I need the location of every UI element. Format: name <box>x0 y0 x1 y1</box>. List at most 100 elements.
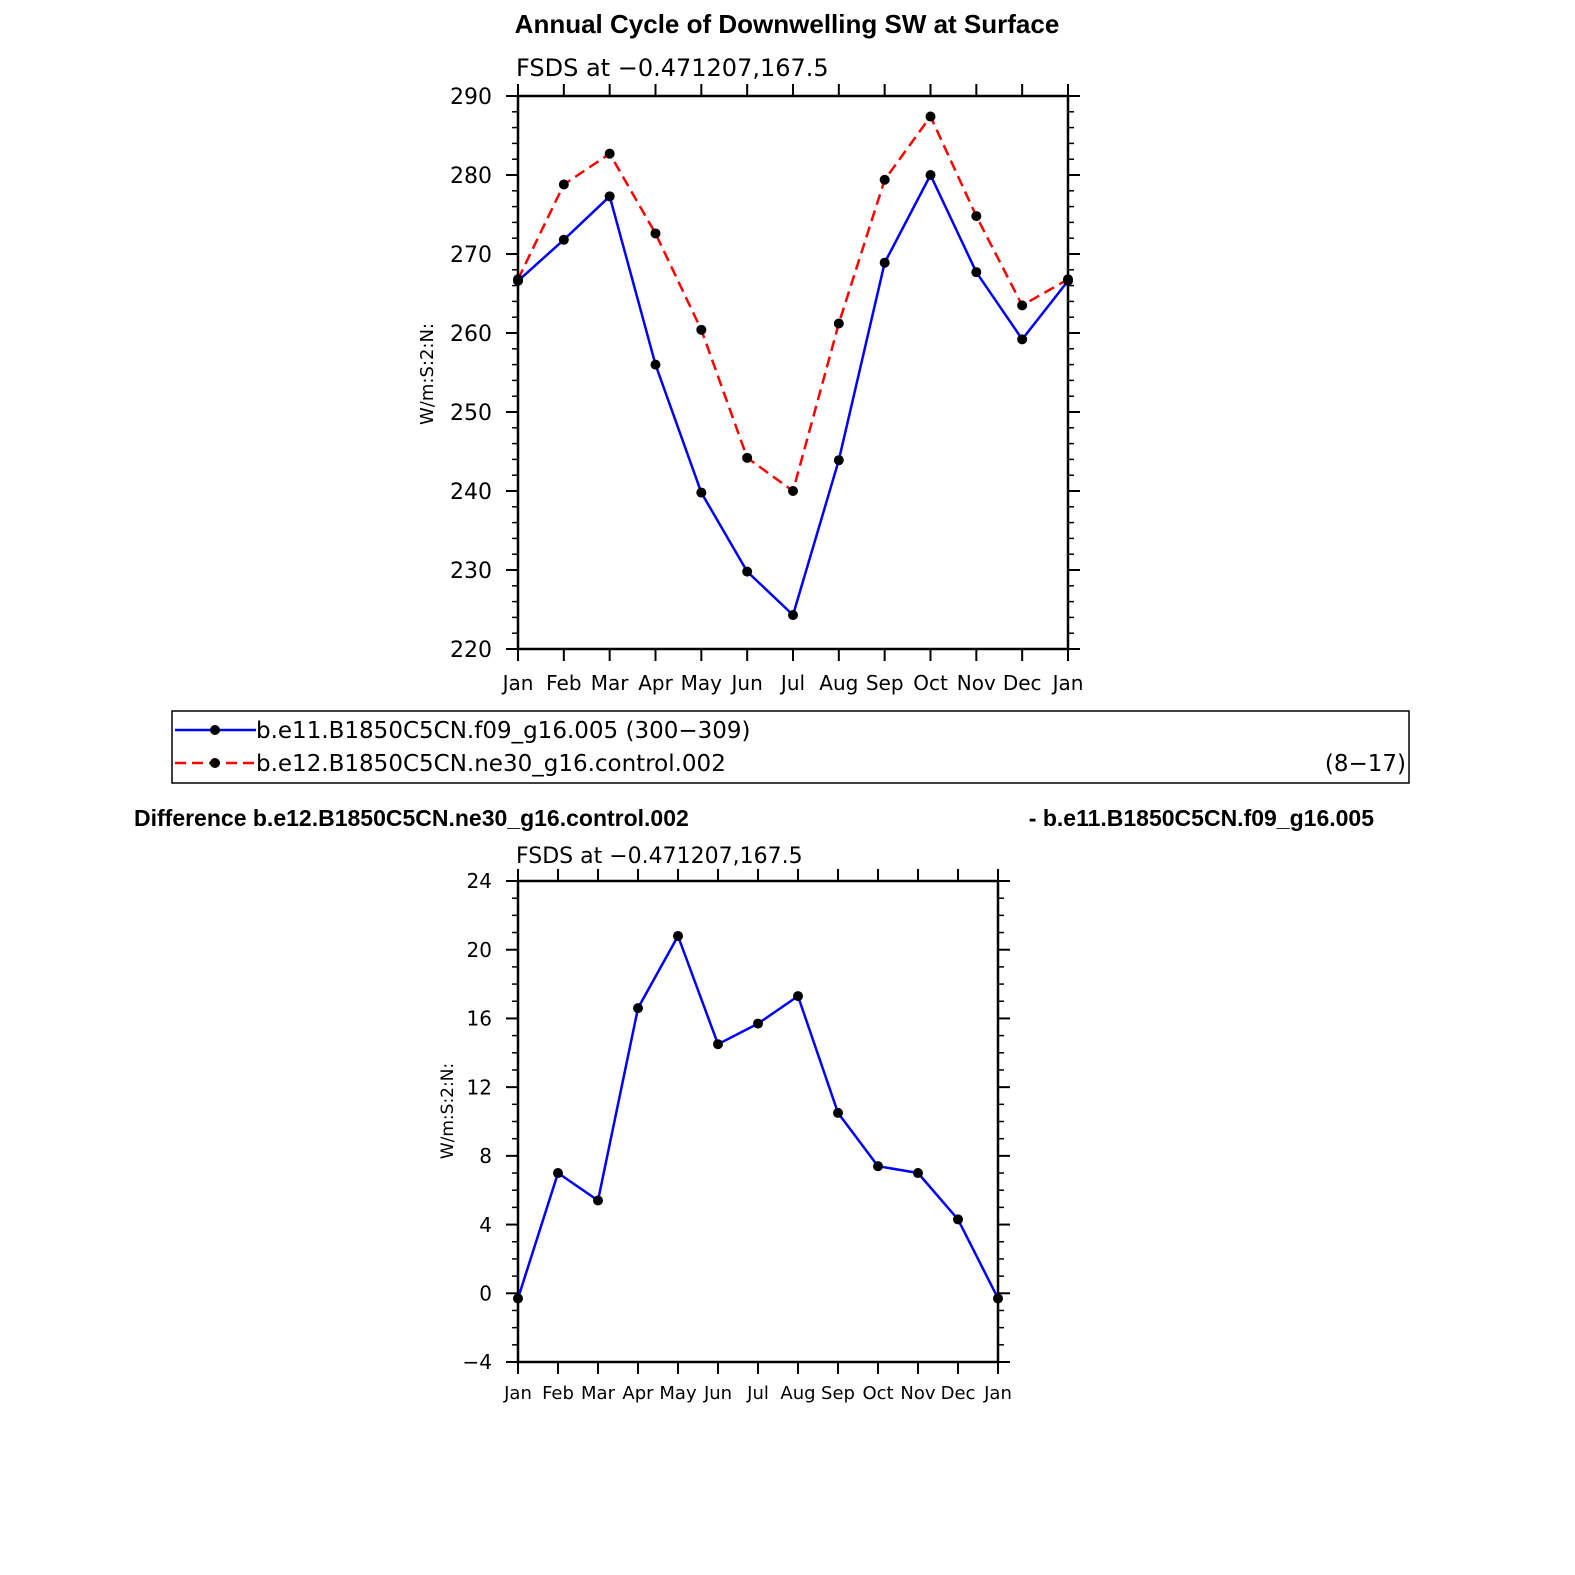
chart-1-ytick-label: 220 <box>450 638 492 663</box>
chart-2-xtick-label: Sep <box>821 1383 855 1404</box>
chart-1-ytick-label: 290 <box>450 85 492 110</box>
chart-1-ylabel: W/m:S:2:N: <box>417 323 438 425</box>
chart-1-series-1-point <box>650 359 661 370</box>
chart-1-series-2-point <box>1017 300 1028 311</box>
chart-2-series-1-point <box>553 1168 563 1179</box>
chart-1-xtick-label: Sep <box>866 671 904 695</box>
chart-2-ytick-label: 12 <box>467 1075 492 1099</box>
chart-2-series-1-point <box>833 1107 843 1118</box>
chart-2-ytick-label: 16 <box>467 1007 492 1031</box>
chart-1-ytick-label: 280 <box>450 164 492 189</box>
chart-1-ytick-label: 230 <box>450 559 492 584</box>
chart-1-ytick-label: 240 <box>450 480 492 505</box>
chart-1-ytick-label: 260 <box>450 322 492 347</box>
legend-suffix-2: (8−17) <box>1325 751 1406 777</box>
chart-1-xtick-label: Jan <box>1051 671 1084 695</box>
chart-1-xtick-label: Feb <box>546 671 581 695</box>
chart-1-ytick-label: 250 <box>450 401 492 426</box>
chart-2-series-1-point <box>673 930 683 941</box>
chart-2-xtick-label: Nov <box>900 1383 935 1404</box>
chart-2-series-1-point <box>513 1293 523 1304</box>
chart-2-ytick-label: 0 <box>479 1281 492 1305</box>
chart-2-series-1-point <box>633 1003 643 1014</box>
chart-2-series-1-point <box>593 1195 603 1206</box>
chart-2-series-1-point <box>993 1293 1003 1304</box>
chart-2-xtick-label: Feb <box>542 1383 574 1404</box>
chart-1-series-1-point <box>558 234 569 245</box>
chart-1-xtick-label: Jun <box>730 671 763 695</box>
chart-1-series-2-point <box>833 318 844 329</box>
chart-1-xtick-label: Oct <box>913 671 948 695</box>
chart-1-xtick-label: Jan <box>501 671 534 695</box>
chart-2-series-1-point <box>913 1168 923 1179</box>
chart-1-series-2-point <box>925 111 936 122</box>
legend-label-2: b.e12.B1850C5CN.ne30_g16.control.002 <box>256 751 726 777</box>
chart-1-xtick-label: Apr <box>638 671 673 695</box>
chart-2-ytick-label: 4 <box>479 1213 492 1237</box>
chart-2-series-1-point <box>793 991 803 1002</box>
chart-2-xtick-label: Apr <box>622 1383 654 1404</box>
legend-marker-2 <box>210 758 220 768</box>
chart-2-xtick-label: Dec <box>941 1383 976 1404</box>
chart-1-frame <box>516 94 1070 651</box>
chart-1-series-1-point <box>604 191 615 202</box>
chart-2-series-1-point <box>753 1018 763 1029</box>
chart-2-subtitle: FSDS at −0.471207,167.5 <box>516 844 803 869</box>
chart-1-ytick-label: 270 <box>450 243 492 268</box>
legend-entry-1: b.e11.B1850C5CN.f09_g16.005 (300−309) <box>175 718 751 744</box>
chart-1-series-1-point <box>696 487 707 498</box>
chart-1-series-2-point <box>1063 274 1073 285</box>
chart-1-xtick-label: May <box>681 671 723 695</box>
chart-2-xtick-label: Jan <box>503 1383 532 1404</box>
chart-2-xtick-label: May <box>659 1383 697 1404</box>
legend-box <box>171 710 1410 784</box>
legend-marker-1 <box>210 725 220 735</box>
chart-2-title-left: Difference b.e12.B1850C5CN.ne30_g16.cont… <box>134 805 689 831</box>
chart-2-ytick-label: 8 <box>479 1144 492 1168</box>
chart-2-xtick-label: Aug <box>780 1383 815 1404</box>
chart-1-xtick-label: Nov <box>957 671 996 695</box>
chart-1-subtitle: FSDS at −0.471207,167.5 <box>516 54 829 82</box>
chart-2-series-1-point <box>953 1214 963 1225</box>
chart-1-series-2-point <box>650 228 661 239</box>
chart-1-title: Annual Cycle of Downwelling SW at Surfac… <box>515 9 1060 39</box>
chart-1-xtick-label: Aug <box>819 671 858 695</box>
chart-2-ytick-label: 20 <box>467 938 492 962</box>
chart-1-series-2-point <box>696 324 707 335</box>
chart-2-xtick-label: Jul <box>746 1383 769 1404</box>
chart-1-xtick-label: Dec <box>1003 671 1042 695</box>
chart-1-series-1-point <box>1017 334 1028 345</box>
chart-1-series-1-point <box>925 170 936 180</box>
chart-2-xtick-label: Jan <box>983 1383 1012 1404</box>
chart-1-series-2-point <box>879 174 890 185</box>
chart-1-xtick-label: Jul <box>779 671 805 695</box>
chart-2-xtick-label: Oct <box>862 1383 893 1404</box>
chart-1-series-2-point <box>604 148 615 159</box>
chart-1-series-2-line <box>516 115 1069 493</box>
chart-2-xtick-label: Mar <box>581 1383 616 1404</box>
chart-2-plot: −4 0 4 8 12 16 20 24 Jan Feb Mar Apr May Jun Jul Aug Sep… <box>463 869 1012 1404</box>
chart-1-series-2-point <box>742 452 753 463</box>
chart-1-series-1-point <box>833 455 844 466</box>
chart-1-series-2-point <box>971 211 982 222</box>
chart-1-xtick-label: Mar <box>591 671 630 695</box>
legend: b.e11.B1850C5CN.f09_g16.005 (300−309) b.… <box>171 710 1410 784</box>
chart-2-series-1-point <box>713 1039 723 1050</box>
chart-1-series-1-point <box>742 566 753 577</box>
legend-label-1: b.e11.B1850C5CN.f09_g16.005 (300−309) <box>256 718 751 744</box>
chart-2-ytick-label: −4 <box>463 1350 492 1374</box>
chart-1-plot: 220 230 240 250 260 270 280 290 Jan Feb Mar Apr May J… <box>450 84 1083 695</box>
chart-2-ylabel: W/m:S:2:N: <box>438 1063 458 1159</box>
chart-1-series-1-point <box>971 267 982 278</box>
chart-1-series-2-point <box>788 486 798 496</box>
chart-2-series-1-point <box>873 1161 883 1172</box>
chart-2-ytick-label: 24 <box>467 869 492 893</box>
chart-1-series-1-point <box>788 610 798 621</box>
chart-2-title-right: - b.e11.B1850C5CN.f09_g16.005 <box>1029 805 1374 831</box>
chart-2-series-1-line <box>516 934 1000 1299</box>
chart-2-frame <box>516 879 1000 1364</box>
legend-entry-2: b.e12.B1850C5CN.ne30_g16.control.002 (8−… <box>175 751 1406 777</box>
chart-1-series-2-point <box>513 274 523 285</box>
chart-2-xtick-label: Jun <box>703 1383 732 1404</box>
